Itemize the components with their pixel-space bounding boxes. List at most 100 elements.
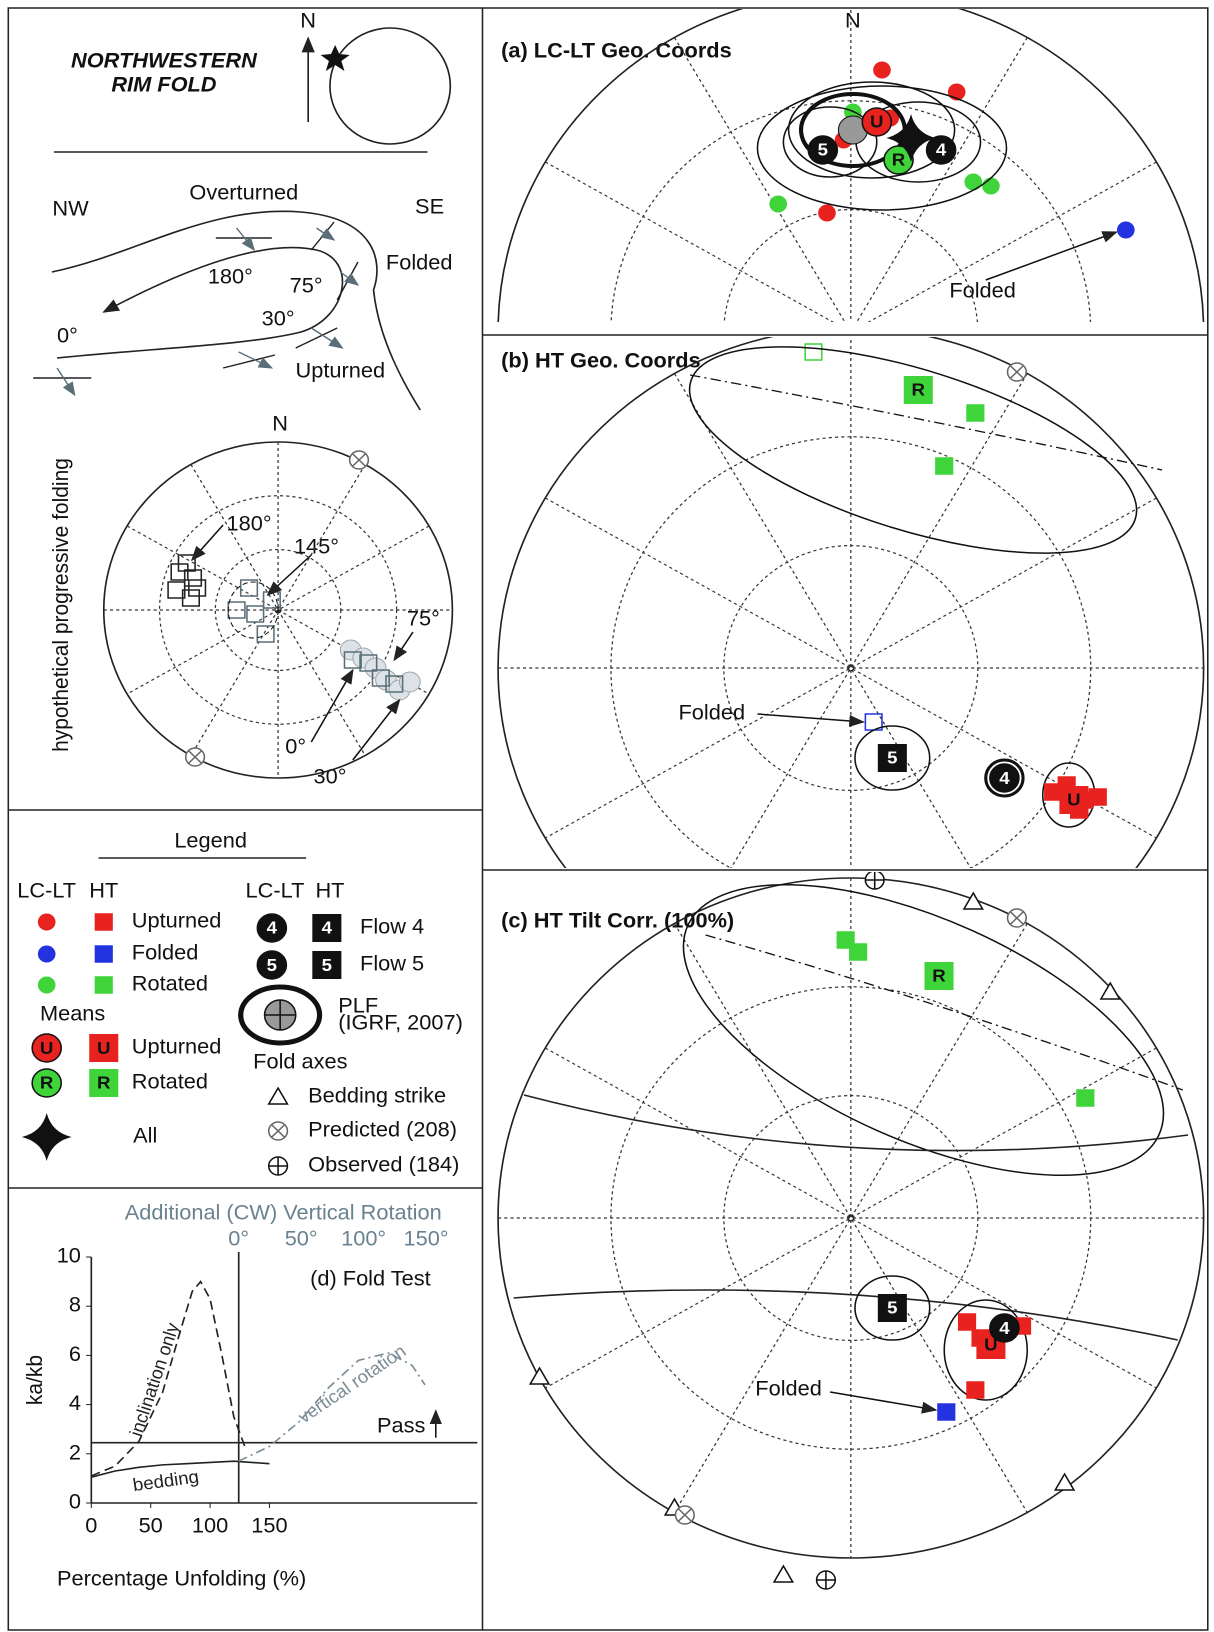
locator-circle bbox=[330, 28, 450, 144]
y-tick-label: 6 bbox=[69, 1342, 81, 1366]
site-mean bbox=[936, 458, 953, 474]
legend-entry: Flow 5 bbox=[360, 952, 424, 976]
y-tick-label: 0 bbox=[69, 1490, 81, 1514]
site-mean bbox=[1077, 1090, 1094, 1106]
north-label: N bbox=[845, 9, 861, 33]
site-mean bbox=[819, 205, 836, 221]
mean-label: 4 bbox=[322, 917, 333, 938]
mean-label: 5 bbox=[267, 954, 277, 975]
arrow bbox=[394, 632, 413, 660]
legend-heading: Fold axes bbox=[253, 1050, 347, 1074]
stereonet: UR54 bbox=[498, 0, 1204, 672]
label: Upturned bbox=[296, 359, 386, 383]
legend-entry: Upturned bbox=[132, 909, 222, 933]
legend-entry: (IGRF, 2007) bbox=[338, 1011, 463, 1035]
side-label: hypothetical progressive folding bbox=[49, 458, 73, 752]
legend-entry: Rotated bbox=[132, 1070, 208, 1094]
mean-label: 4 bbox=[936, 139, 947, 160]
label: 180° bbox=[208, 265, 253, 289]
site-mean bbox=[95, 946, 112, 962]
bedding-strike bbox=[1055, 1474, 1074, 1490]
outer-frame bbox=[8, 8, 1207, 1630]
legend-entry: Rotated bbox=[132, 972, 208, 996]
legend-col: HT bbox=[89, 879, 118, 903]
site-mean bbox=[95, 914, 112, 930]
mean-label: 4 bbox=[999, 767, 1010, 788]
arrow bbox=[353, 700, 400, 760]
annotation: Folded bbox=[679, 701, 746, 725]
center bbox=[848, 329, 854, 335]
mean-label: 4 bbox=[267, 917, 278, 938]
grid-circle bbox=[611, 101, 1091, 563]
angle-label: 0° bbox=[285, 735, 306, 759]
y-axis-title: ka/kb bbox=[23, 1355, 47, 1405]
figure: NORTHWESTERN RIM FOLD N NW Overturned SE… bbox=[0, 0, 1214, 1632]
arrow bbox=[192, 525, 223, 560]
chart-title: (d) Fold Test bbox=[310, 1267, 431, 1291]
arrow bbox=[268, 555, 312, 595]
mean-label: 4 bbox=[999, 1317, 1010, 1338]
bedding-strike bbox=[530, 1368, 549, 1384]
legend-entry: Bedding strike bbox=[308, 1084, 446, 1108]
label: 30° bbox=[262, 307, 295, 331]
legend-col: HT bbox=[315, 879, 344, 903]
star bbox=[321, 45, 350, 71]
north-label: N bbox=[300, 9, 316, 33]
site-mean bbox=[959, 1314, 976, 1330]
mean-label: 5 bbox=[887, 1297, 897, 1318]
series-line bbox=[91, 1282, 245, 1476]
bedding-strike bbox=[774, 1566, 793, 1582]
label: Overturned bbox=[189, 181, 298, 205]
mean-label: U bbox=[1067, 789, 1080, 810]
label: SE bbox=[415, 195, 444, 219]
site-mean bbox=[938, 1404, 955, 1420]
x-tick-label: 100 bbox=[192, 1514, 228, 1538]
mean-label: U bbox=[97, 1037, 110, 1058]
site-mean bbox=[983, 178, 1000, 194]
bedding-strike bbox=[1101, 983, 1120, 999]
legend-entry: All bbox=[133, 1124, 157, 1148]
x2-tick-label: 0° bbox=[228, 1227, 249, 1251]
site-mean bbox=[38, 977, 55, 993]
site-mean bbox=[850, 944, 867, 960]
panel-title: (b) HT Geo. Coords bbox=[501, 349, 701, 373]
x-tick-label: 50 bbox=[139, 1514, 163, 1538]
y-tick-label: 4 bbox=[69, 1392, 81, 1416]
mean-label: R bbox=[40, 1072, 53, 1093]
arrow bbox=[986, 232, 1117, 280]
bedding-strike bbox=[269, 1088, 288, 1104]
x2-tick-label: 150° bbox=[404, 1227, 449, 1251]
legend-entry: Predicted (208) bbox=[308, 1118, 457, 1142]
mean-label: 5 bbox=[322, 954, 332, 975]
site-mean bbox=[189, 580, 206, 596]
label: 0° bbox=[57, 324, 78, 348]
x2-tick-label: 100° bbox=[341, 1227, 386, 1251]
site-mean bbox=[38, 946, 55, 962]
mean-label: U bbox=[870, 111, 883, 132]
legend-entry: Upturned bbox=[132, 1035, 222, 1059]
mean-label: 5 bbox=[887, 747, 897, 768]
legend-entry: Folded bbox=[132, 941, 199, 965]
mean-label: 5 bbox=[818, 139, 828, 160]
site-mean bbox=[95, 977, 112, 993]
site-mean bbox=[967, 1382, 984, 1398]
site-mean bbox=[38, 914, 55, 930]
site-mean bbox=[805, 344, 822, 360]
overall-mean bbox=[22, 1113, 72, 1161]
x2-tick-label: 50° bbox=[285, 1227, 318, 1251]
legend-col: LC-LT bbox=[246, 879, 305, 903]
great-circle bbox=[514, 1290, 1178, 1340]
great-circle bbox=[706, 935, 1183, 1090]
legend-heading: Means bbox=[40, 1002, 105, 1026]
series-label: inclination only bbox=[125, 1319, 183, 1438]
confidence-ellipse bbox=[665, 304, 1160, 595]
fold-title: NORTHWESTERN bbox=[71, 49, 257, 73]
fold-title: RIM FOLD bbox=[111, 73, 216, 97]
annotation: Folded bbox=[949, 279, 1016, 303]
arrow bbox=[311, 670, 353, 742]
x-tick-label: 0 bbox=[85, 1514, 97, 1538]
north-label: N bbox=[272, 412, 288, 436]
legend-entry: Observed (184) bbox=[308, 1153, 459, 1177]
angle-label: 180° bbox=[227, 512, 272, 536]
x2-title: Additional (CW) Vertical Rotation bbox=[125, 1201, 442, 1225]
